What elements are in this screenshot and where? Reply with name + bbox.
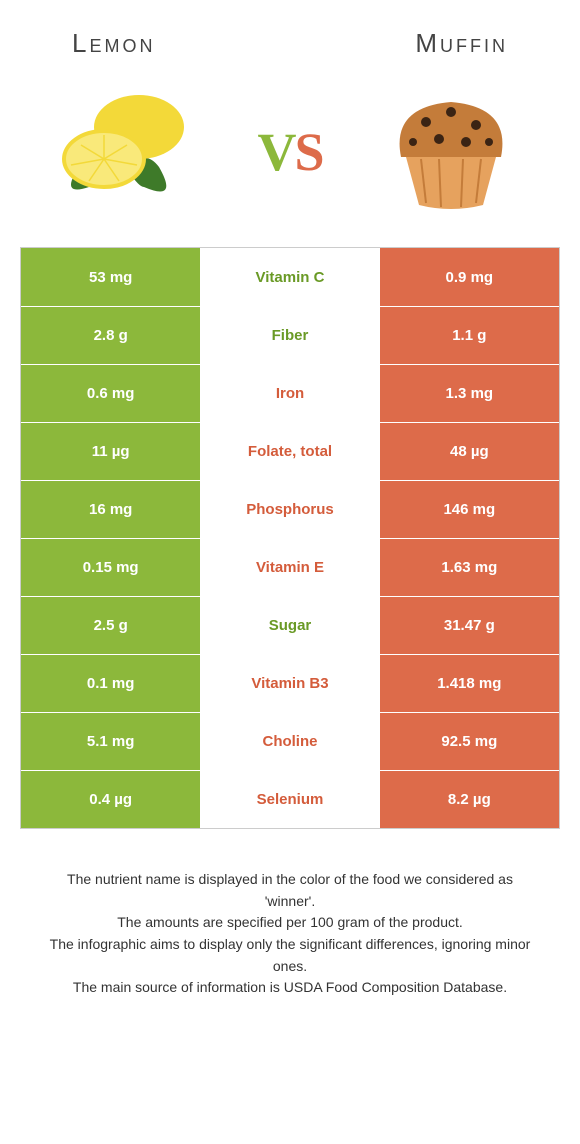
table-row: 5.1 mgCholine92.5 mg xyxy=(21,712,559,770)
right-value: 1.418 mg xyxy=(380,655,559,712)
left-value: 0.6 mg xyxy=(21,365,200,422)
muffin-image xyxy=(371,87,531,217)
footnote-line: The amounts are specified per 100 gram o… xyxy=(40,912,540,934)
left-value: 5.1 mg xyxy=(21,713,200,770)
left-value: 53 mg xyxy=(21,248,200,306)
left-food-title: Lemon xyxy=(72,28,155,59)
right-value: 1.1 g xyxy=(380,307,559,364)
right-value: 1.63 mg xyxy=(380,539,559,596)
nutrient-label: Sugar xyxy=(200,597,379,654)
left-value: 2.8 g xyxy=(21,307,200,364)
right-value: 0.9 mg xyxy=(380,248,559,306)
table-row: 0.15 mgVitamin E1.63 mg xyxy=(21,538,559,596)
left-value: 16 mg xyxy=(21,481,200,538)
footnote-line: The infographic aims to display only the… xyxy=(40,934,540,977)
footnotes: The nutrient name is displayed in the co… xyxy=(0,829,580,999)
nutrient-label: Vitamin C xyxy=(200,248,379,306)
comparison-table: 53 mgVitamin C0.9 mg2.8 gFiber1.1 g0.6 m… xyxy=(20,247,560,829)
lemon-image xyxy=(49,87,209,217)
images-row: VS xyxy=(0,77,580,247)
right-food-title: Muffin xyxy=(415,28,508,59)
right-value: 1.3 mg xyxy=(380,365,559,422)
nutrient-label: Vitamin E xyxy=(200,539,379,596)
header: Lemon Muffin xyxy=(0,0,580,77)
nutrient-label: Selenium xyxy=(200,771,379,828)
nutrient-label: Folate, total xyxy=(200,423,379,480)
right-value: 48 µg xyxy=(380,423,559,480)
nutrient-label: Phosphorus xyxy=(200,481,379,538)
nutrient-label: Fiber xyxy=(200,307,379,364)
nutrient-label: Choline xyxy=(200,713,379,770)
left-value: 11 µg xyxy=(21,423,200,480)
footnote-line: The nutrient name is displayed in the co… xyxy=(40,869,540,912)
table-row: 0.6 mgIron1.3 mg xyxy=(21,364,559,422)
left-value: 0.1 mg xyxy=(21,655,200,712)
right-value: 8.2 µg xyxy=(380,771,559,828)
nutrient-label: Iron xyxy=(200,365,379,422)
table-row: 53 mgVitamin C0.9 mg xyxy=(21,248,559,306)
right-value: 92.5 mg xyxy=(380,713,559,770)
footnote-line: The main source of information is USDA F… xyxy=(40,977,540,999)
table-row: 2.5 gSugar31.47 g xyxy=(21,596,559,654)
left-value: 0.15 mg xyxy=(21,539,200,596)
left-value: 2.5 g xyxy=(21,597,200,654)
right-value: 146 mg xyxy=(380,481,559,538)
table-row: 16 mgPhosphorus146 mg xyxy=(21,480,559,538)
table-row: 11 µgFolate, total48 µg xyxy=(21,422,559,480)
table-row: 2.8 gFiber1.1 g xyxy=(21,306,559,364)
left-value: 0.4 µg xyxy=(21,771,200,828)
table-row: 0.1 mgVitamin B31.418 mg xyxy=(21,654,559,712)
vs-v: V xyxy=(257,122,294,182)
vs-label: VS xyxy=(257,121,322,183)
table-row: 0.4 µgSelenium8.2 µg xyxy=(21,770,559,828)
nutrient-label: Vitamin B3 xyxy=(200,655,379,712)
vs-s: S xyxy=(294,122,322,182)
right-value: 31.47 g xyxy=(380,597,559,654)
